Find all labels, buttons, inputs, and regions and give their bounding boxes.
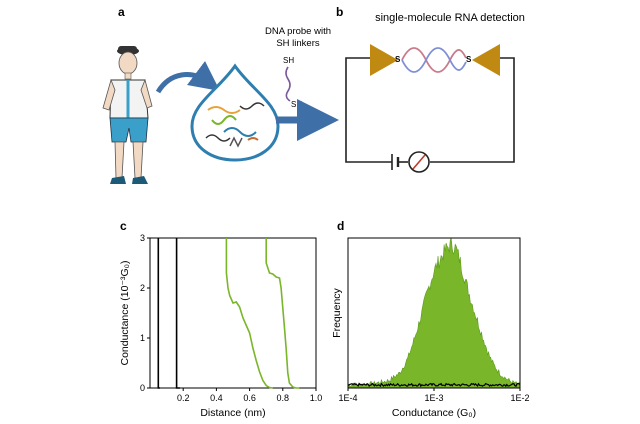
x-tick-label-d-0: 1E-4: [338, 393, 357, 403]
panel-b-letter: b: [336, 5, 343, 19]
probe-label-line2: SH linkers: [276, 38, 320, 49]
chart-c: 0.2 0.4 0.6 0.8 1.0 0 1 2 3 Distance (nm) Conducta…: [119, 233, 322, 419]
droplet: [190, 63, 280, 162]
trace-line-c-3: [265, 238, 300, 389]
x-axis-title-c: Distance (nm): [200, 407, 265, 419]
s-left-label: S: [395, 55, 401, 64]
chart-d: 1E-4 1E-3 1E-2 Conductance (G₀) Frequency: [331, 237, 530, 419]
x-axis-title-d: Conductance (G₀): [392, 407, 476, 419]
probe-label-line1: DNA probe with: [265, 26, 331, 37]
sh-label-top: SH: [283, 56, 294, 65]
x-tick-label-c-0: 0.2: [177, 393, 190, 403]
right-electrode: [472, 44, 500, 76]
y-tick-label-c-0: 0: [140, 383, 145, 393]
y-axis-title-c: Conductance (10⁻³G₀): [119, 260, 131, 365]
left-electrode: [370, 44, 398, 76]
panel-d-letter: d: [337, 219, 344, 233]
sh-label-bottom: SH: [291, 100, 302, 109]
x-tick-label-c-4: 1.0: [310, 393, 323, 403]
dna-helix: [401, 47, 467, 73]
x-tick-label-d-2: 1E-2: [510, 393, 529, 403]
baseline-trace-d: [347, 382, 521, 388]
x-tick-label-d-1: 1E-3: [424, 393, 443, 403]
y-tick-label-c-1: 1: [140, 333, 145, 343]
trace-line-c-2: [225, 238, 273, 389]
circuit-diagram: [345, 57, 515, 173]
trace-line-c-0: [157, 238, 160, 389]
y-axis-title-d: Frequency: [331, 287, 343, 337]
person-illustration: [102, 46, 153, 184]
panel-a-letter: a: [118, 5, 125, 19]
x-tick-label-c-3: 0.8: [277, 393, 290, 403]
y-tick-label-c-3: 3: [140, 233, 145, 243]
curved-arrow: [155, 61, 221, 94]
plot-frame-c: [149, 237, 317, 389]
dna-probe-strand: [285, 66, 291, 102]
x-tick-label-c-1: 0.4: [210, 393, 223, 403]
histogram-area-d: [347, 237, 521, 389]
s-right-label: S: [466, 55, 472, 64]
trace-line-c-1: [175, 238, 180, 389]
circuit-title: single-molecule RNA detection: [375, 12, 525, 24]
x-tick-label-c-2: 0.6: [243, 393, 256, 403]
panel-c-letter: c: [120, 219, 127, 233]
y-tick-label-c-2: 2: [140, 283, 145, 293]
